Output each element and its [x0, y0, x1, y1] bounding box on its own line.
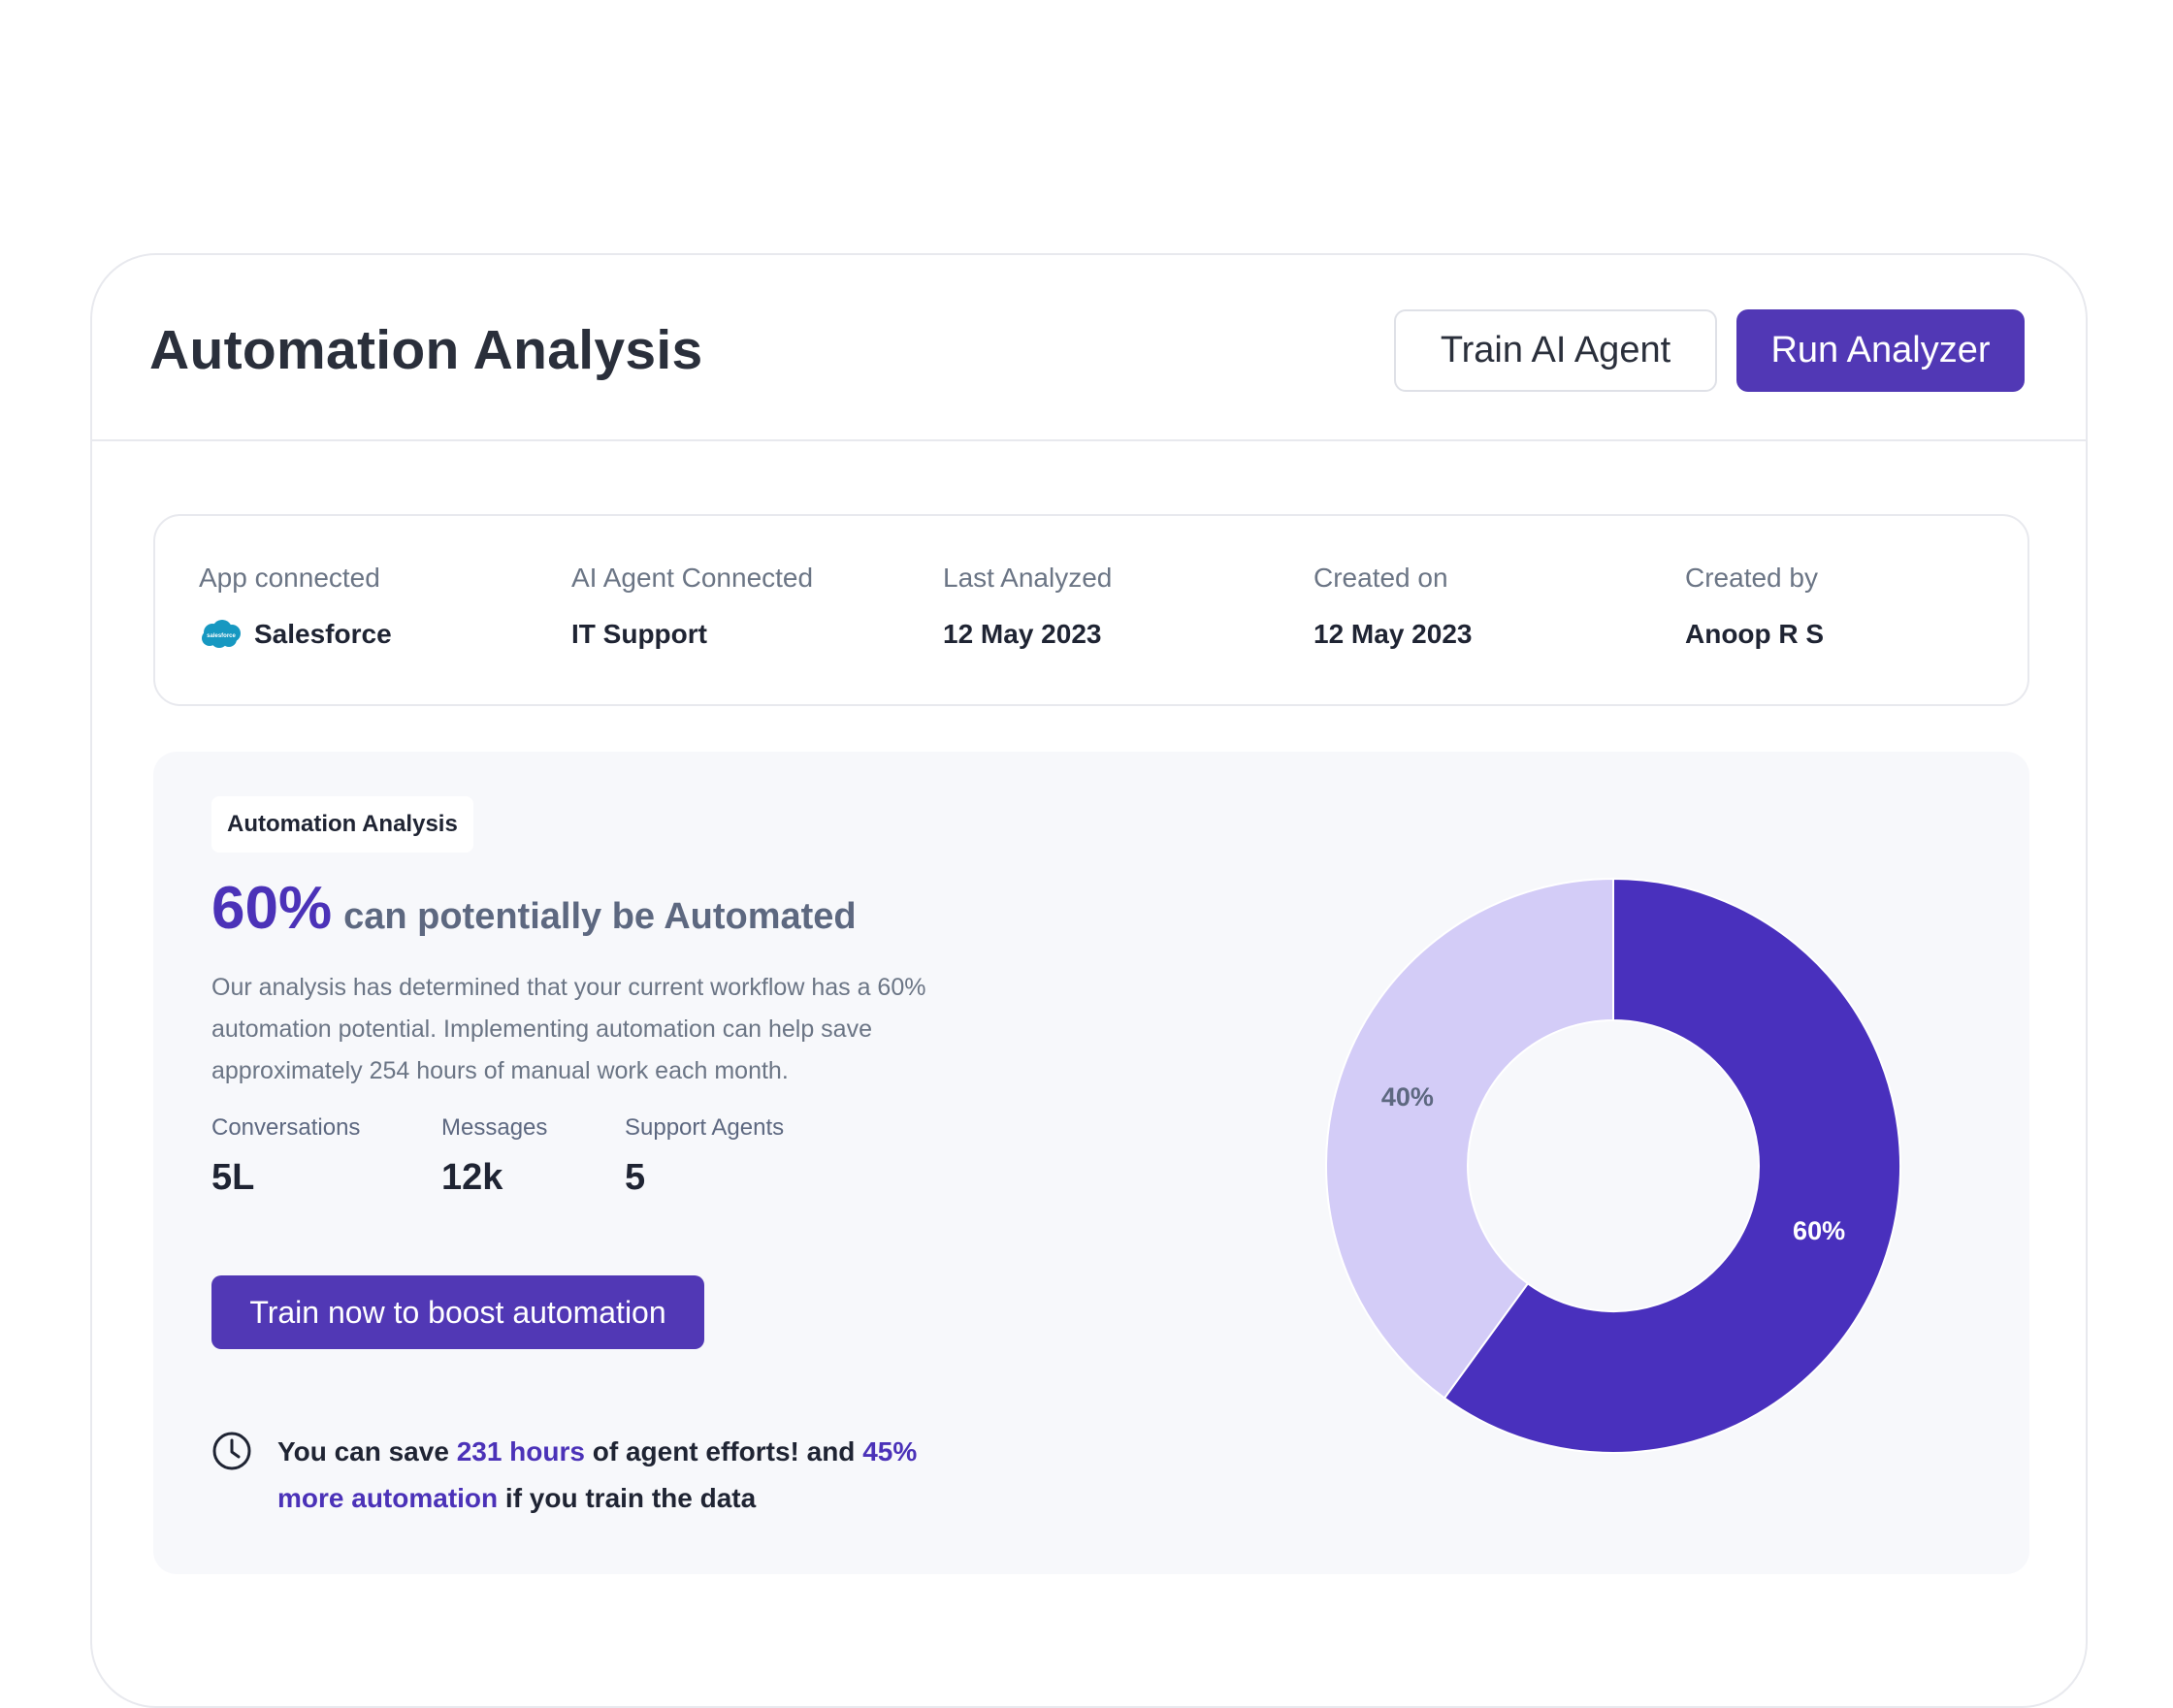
svg-text:salesforce: salesforce: [207, 633, 236, 639]
info-value: IT Support: [571, 619, 707, 649]
info-last-analyzed: Last Analyzed 12 May 2023: [943, 563, 1112, 650]
train-now-button[interactable]: Train now to boost automation: [211, 1275, 704, 1349]
info-value: 12 May 2023: [943, 619, 1102, 649]
info-agent-connected: AI Agent Connected IT Support: [571, 563, 813, 650]
donut-label-not-automated: 40%: [1381, 1082, 1434, 1112]
automation-percent: 60%: [211, 875, 333, 942]
app-name: Salesforce: [254, 619, 392, 649]
train-ai-agent-button[interactable]: Train AI Agent: [1394, 309, 1717, 392]
stat-value: 12k: [441, 1157, 503, 1198]
info-app-connected: App connected salesforce Salesforce: [199, 563, 392, 650]
donut-slice-automated: [1443, 877, 1901, 1454]
automation-headline: 60% can potentially be Automated: [211, 874, 857, 943]
analysis-tag: Automation Analysis: [211, 796, 473, 853]
info-label: Last Analyzed: [943, 563, 1113, 593]
analysis-description: Our analysis has determined that your cu…: [211, 974, 926, 1084]
stat-label: Conversations: [211, 1114, 361, 1141]
clock-icon: [212, 1432, 251, 1470]
saved-hours: 231 hours: [456, 1436, 585, 1466]
card-header: Automation Analysis Train AI Agent Run A…: [92, 255, 2086, 441]
info-created-by: Created by Anoop R S: [1685, 563, 1824, 650]
info-value: Anoop R S: [1685, 619, 1825, 649]
info-label: Created on: [1314, 563, 1448, 593]
analysis-info-strip: App connected salesforce Salesforce: [153, 514, 2029, 706]
stat-value: 5: [625, 1157, 646, 1198]
run-analyzer-button[interactable]: Run Analyzer: [1736, 309, 2025, 392]
stat-label: Support Agents: [625, 1114, 785, 1141]
savings-message: You can save 231 hours of agent efforts!…: [277, 1436, 918, 1513]
stat-messages: Messages 12k: [441, 1114, 547, 1199]
info-value: 12 May 2023: [1314, 619, 1473, 649]
page-title: Automation Analysis: [149, 319, 703, 381]
info-created-on: Created on 12 May 2023: [1314, 563, 1472, 650]
info-value: salesforce Salesforce: [199, 619, 392, 650]
salesforce-logo-icon: salesforce: [202, 620, 241, 648]
donut-slice-not-automated: [1325, 877, 1614, 1400]
info-label: Created by: [1685, 563, 1818, 593]
info-label: App connected: [199, 563, 380, 593]
automation-donut-chart: 60% 40%: [1325, 877, 1901, 1454]
donut-label-automated: 60%: [1793, 1216, 1845, 1245]
automation-analysis-card: Automation Analysis Train AI Agent Run A…: [90, 253, 2088, 1708]
stat-support-agents: Support Agents 5: [625, 1114, 784, 1199]
analysis-panel: Automation Analysis 60% can potentially b…: [153, 752, 2029, 1574]
more-automation: 45% more automation: [277, 1436, 918, 1513]
stat-value: 5L: [211, 1157, 255, 1198]
stat-conversations: Conversations 5L: [211, 1114, 360, 1199]
stat-label: Messages: [441, 1114, 548, 1141]
info-label: AI Agent Connected: [571, 563, 814, 593]
automation-headline-text: can potentially be Automated: [343, 896, 857, 937]
